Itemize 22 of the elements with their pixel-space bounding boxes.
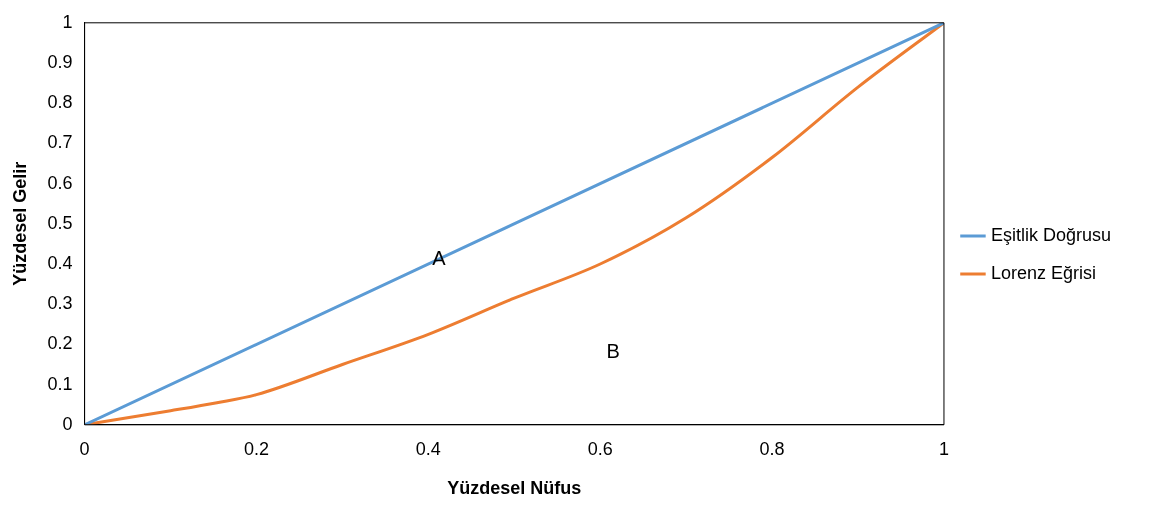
x-tick-label: 0 — [79, 438, 90, 459]
y-tick-label: 0.4 — [47, 252, 73, 273]
y-tick-label: 0.3 — [47, 293, 73, 314]
x-tick-label: 0.2 — [243, 438, 270, 459]
x-tick-label: 0.6 — [587, 438, 613, 459]
y-tick-label: 0 — [62, 413, 73, 434]
y-tick-label: 1 — [62, 11, 73, 32]
y-tick-label: 0.9 — [47, 51, 73, 72]
y-tick-label: 0.6 — [47, 172, 73, 193]
x-axis-title: Yüzdesel Nüfus — [447, 478, 582, 499]
y-tick-label: 0.2 — [47, 333, 73, 354]
x-tick-label: 1 — [938, 438, 949, 459]
y-tick-label: 0.5 — [47, 212, 73, 233]
x-tick-label: 0.4 — [415, 438, 441, 459]
annotation: B — [606, 339, 620, 362]
y-tick-label: 0.1 — [47, 373, 73, 394]
x-tick-label: 0.8 — [759, 438, 785, 459]
y-axis-title: Yüzdesel Gelir — [9, 161, 30, 286]
legend-label: Lorenz Eğrisi — [990, 262, 1097, 283]
legend-label: Eşitlik Doğrusu — [990, 224, 1112, 245]
y-tick-label: 0.7 — [47, 132, 73, 153]
y-tick-label: 0.8 — [47, 92, 73, 113]
